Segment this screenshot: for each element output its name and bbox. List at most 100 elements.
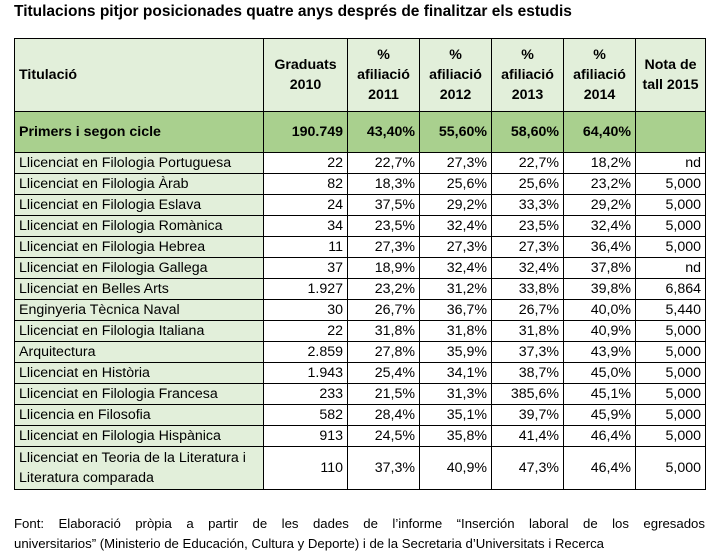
row-afiliacio-2014: 40,9% <box>563 320 636 342</box>
row-nota-tall: 5,000 <box>635 236 706 258</box>
row-afiliacio-2013: 38,7% <box>491 362 564 384</box>
summary-afiliacio-2013: 58,60% <box>491 111 564 153</box>
row-afiliacio-2012: 32,4% <box>419 257 492 279</box>
row-afiliacio-2013: 33,3% <box>491 194 564 216</box>
row-afiliacio-2011: 23,5% <box>347 215 420 237</box>
row-nota-tall: 5,440 <box>635 299 706 321</box>
table-row: Llicenciat en Filologia Eslava 24 37,5% 29,… <box>14 194 706 216</box>
row-graduats: 913 <box>263 425 348 447</box>
row-nota-tall: 5,000 <box>635 404 706 426</box>
row-afiliacio-2012: 36,7% <box>419 299 492 321</box>
row-nota-tall: 6,864 <box>635 278 706 300</box>
row-afiliacio-2012: 31,2% <box>419 278 492 300</box>
row-afiliacio-2012: 29,2% <box>419 194 492 216</box>
row-graduats: 1.943 <box>263 362 348 384</box>
row-graduats: 22 <box>263 152 348 174</box>
row-nota-tall: 5,000 <box>635 362 706 384</box>
table-row: Enginyeria Tècnica Naval 30 26,7% 36,7% 26,7… <box>14 299 706 321</box>
summary-row: Primers i segon cicle 190.749 43,40% 55,… <box>14 111 706 153</box>
summary-graduats: 190.749 <box>263 111 348 153</box>
row-afiliacio-2014: 45,1% <box>563 383 636 405</box>
row-nota-tall: 5,000 <box>635 173 706 195</box>
row-afiliacio-2014: 32,4% <box>563 215 636 237</box>
row-graduats: 582 <box>263 404 348 426</box>
row-afiliacio-2012: 27,3% <box>419 152 492 174</box>
row-afiliacio-2012: 32,4% <box>419 215 492 237</box>
row-titulacio: Llicenciat en Filologia Gallega <box>14 257 264 279</box>
source-line-2: universitarios” (Ministerio de Educación… <box>14 536 605 551</box>
row-titulacio: Enginyeria Tècnica Naval <box>14 299 264 321</box>
row-afiliacio-2013: 47,3% <box>491 446 564 490</box>
row-titulacio: Llicenciat en Filologia Portuguesa <box>14 152 264 174</box>
row-afiliacio-2011: 24,5% <box>347 425 420 447</box>
row-afiliacio-2013: 23,5% <box>491 215 564 237</box>
header-afiliacio-2014: % afiliació 2014 <box>563 38 636 112</box>
row-afiliacio-2011: 31,8% <box>347 320 420 342</box>
row-nota-tall: 5,000 <box>635 446 706 490</box>
row-afiliacio-2011: 25,4% <box>347 362 420 384</box>
row-afiliacio-2014: 39,8% <box>563 278 636 300</box>
row-graduats: 2.859 <box>263 341 348 363</box>
summary-afiliacio-2011: 43,40% <box>347 111 420 153</box>
row-titulacio: Llicenciat en Filologia Hebrea <box>14 236 264 258</box>
row-afiliacio-2011: 26,7% <box>347 299 420 321</box>
table-row: Llicenciat en Filologia Gallega 37 18,9% 32… <box>14 257 706 279</box>
header-titulacio: Titulació <box>14 38 264 112</box>
row-afiliacio-2012: 27,3% <box>419 236 492 258</box>
row-titulacio: Llicenciat en Belles Arts <box>14 278 264 300</box>
table-row: Llicenciat en Història 1.943 25,4% 34,1% 38,… <box>14 362 706 384</box>
row-titulacio: Llicenciat en Història <box>14 362 264 384</box>
row-afiliacio-2014: 45,9% <box>563 404 636 426</box>
table-row: Llicenciat en Filologia Àrab 82 18,3% 25,6%… <box>14 173 706 195</box>
row-graduats: 1.927 <box>263 278 348 300</box>
row-afiliacio-2011: 22,7% <box>347 152 420 174</box>
table-row: Llicenciat en Teoria de la Literatura i … <box>14 446 706 490</box>
row-nota-tall: 5,000 <box>635 215 706 237</box>
row-afiliacio-2014: 29,2% <box>563 194 636 216</box>
row-graduats: 82 <box>263 173 348 195</box>
row-afiliacio-2012: 40,9% <box>419 446 492 490</box>
table-row: Llicenciat en Filologia Hebrea 11 27,3% 27,… <box>14 236 706 258</box>
summary-afiliacio-2012: 55,60% <box>419 111 492 153</box>
table-row: Llicencia en Filosofia 582 28,4% 35,1% 39,7%… <box>14 404 706 426</box>
row-nota-tall: nd <box>635 152 706 174</box>
row-afiliacio-2013: 41,4% <box>491 425 564 447</box>
row-afiliacio-2012: 35,1% <box>419 404 492 426</box>
row-titulacio: Llicenciat en Filologia Eslava <box>14 194 264 216</box>
row-graduats: 37 <box>263 257 348 279</box>
row-afiliacio-2012: 25,6% <box>419 173 492 195</box>
row-afiliacio-2011: 23,2% <box>347 278 420 300</box>
row-titulacio: Llicenciat en Filologia Italiana <box>14 320 264 342</box>
row-graduats: 11 <box>263 236 348 258</box>
row-nota-tall: nd <box>635 257 706 279</box>
table-row: Llicenciat en Filologia Hispànica 913 24,5… <box>14 425 706 447</box>
row-titulacio: Llicenciat en Filologia Hispànica <box>14 425 264 447</box>
table-row: Llicenciat en Belles Arts 1.927 23,2% 31,2%… <box>14 278 706 300</box>
row-afiliacio-2013: 32,4% <box>491 257 564 279</box>
row-graduats: 110 <box>263 446 348 490</box>
row-afiliacio-2014: 43,9% <box>563 341 636 363</box>
row-afiliacio-2013: 385,6% <box>491 383 564 405</box>
header-afiliacio-2013: % afiliació 2013 <box>491 38 564 112</box>
summary-nota-tall <box>635 111 706 153</box>
table-row: Arquitectura 2.859 27,8% 35,9% 37,3% 43,9% 5,0… <box>14 341 706 363</box>
table-row: Llicenciat en Filologia Romànica 34 23,5% 3… <box>14 215 706 237</box>
header-row: Titulació Graduats 2010 % afiliació 2011… <box>14 38 706 112</box>
row-titulacio: Arquitectura <box>14 341 264 363</box>
row-afiliacio-2012: 34,1% <box>419 362 492 384</box>
header-afiliacio-2011: % afiliació 2011 <box>347 38 420 112</box>
row-titulacio: Llicenciat en Teoria de la Literatura i … <box>14 446 264 490</box>
table-row: Llicenciat en Filologia Francesa 233 21,5%… <box>14 383 706 405</box>
row-afiliacio-2014: 36,4% <box>563 236 636 258</box>
row-graduats: 233 <box>263 383 348 405</box>
row-afiliacio-2014: 18,2% <box>563 152 636 174</box>
header-nota-tall: Nota de tall 2015 <box>635 38 706 112</box>
row-afiliacio-2014: 40,0% <box>563 299 636 321</box>
row-titulacio: Llicenciat en Filologia Àrab <box>14 173 264 195</box>
table-title: Titulacions pitjor posicionades quatre a… <box>14 3 572 20</box>
table-row: Llicenciat en Filologia Portuguesa 22 22,7… <box>14 152 706 174</box>
row-nota-tall: 5,000 <box>635 320 706 342</box>
summary-name: Primers i segon cicle <box>14 111 264 153</box>
row-nota-tall: 5,000 <box>635 425 706 447</box>
row-afiliacio-2012: 35,8% <box>419 425 492 447</box>
